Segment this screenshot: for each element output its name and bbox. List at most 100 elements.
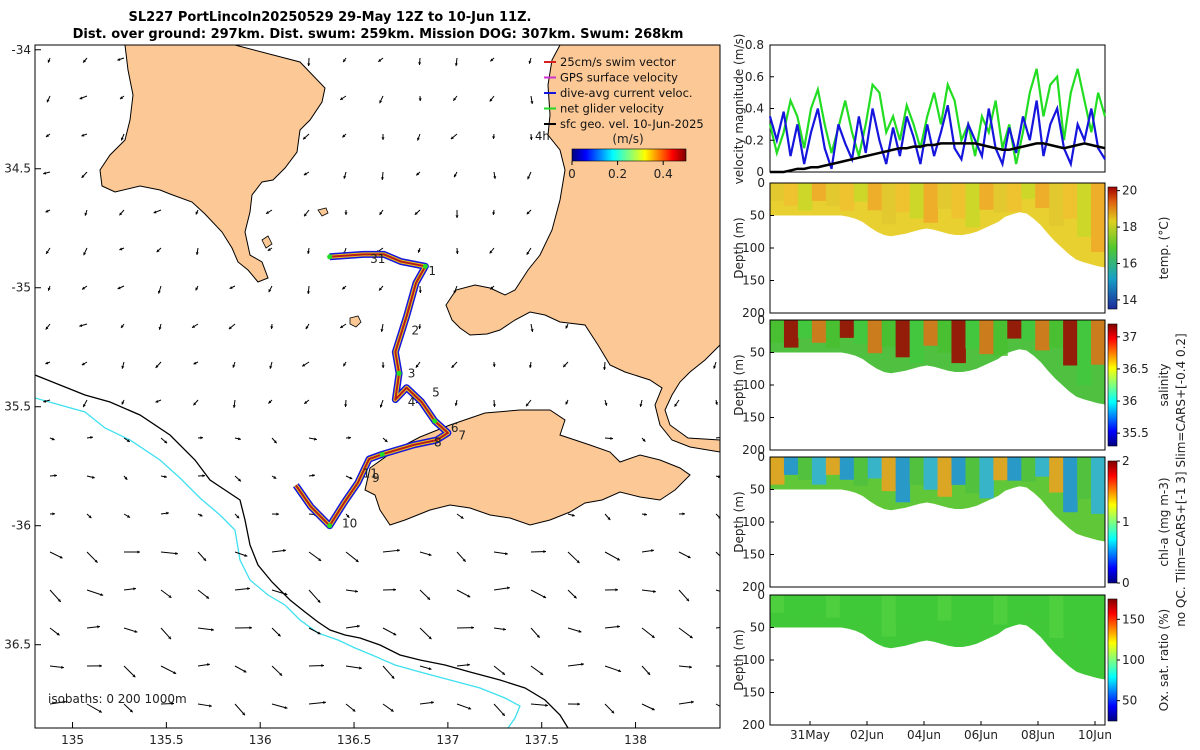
sfc-velocity-arrowhead <box>94 559 98 563</box>
section-cell <box>783 457 799 475</box>
sfc-velocity-arrowhead <box>528 365 533 368</box>
sfc-velocity-arrowhead <box>468 706 472 710</box>
velocity-colorbar <box>571 148 687 162</box>
section-cell <box>867 320 883 354</box>
sfc-velocity-arrowhead <box>414 211 418 215</box>
sfc-velocity-arrow <box>382 665 395 680</box>
island <box>261 235 273 249</box>
sfc-velocity-arrowhead <box>492 404 496 407</box>
track-day-label: 1 <box>428 264 436 278</box>
land-eyre-peninsula <box>99 45 326 283</box>
track-point <box>422 263 428 269</box>
sfc-velocity-arrow <box>308 589 321 604</box>
sfc-velocity-arrowhead <box>352 708 356 712</box>
sfc-velocity-arrowhead <box>686 598 689 602</box>
track-point <box>327 523 333 529</box>
sfc-velocity-arrow <box>715 436 720 439</box>
map-axis-ticks: 135 135.5 136 136.5 137 137.5 138-3434.5-3535.… <box>4 43 647 747</box>
sfc-velocity-arrowhead <box>715 402 719 405</box>
sfc-velocity-arrowhead <box>379 100 383 104</box>
sfc-velocity-arrowhead <box>571 513 575 517</box>
sfc-velocity-arrowhead <box>59 555 63 559</box>
sfc-velocity-arrowhead <box>273 440 277 444</box>
track-point <box>432 418 438 424</box>
colorbar-tick-label: 100 <box>1122 653 1145 667</box>
section-cell <box>965 457 980 494</box>
sfc-velocity-arrowhead <box>453 174 457 178</box>
sfc-velocity-arrowhead <box>306 251 311 254</box>
section-cell <box>797 457 813 480</box>
velocity-y-tick-label: 0.2 <box>745 133 764 147</box>
section-cell <box>1007 183 1022 212</box>
section-cell <box>937 457 952 497</box>
sfc-velocity-arrowhead <box>117 57 121 61</box>
sfc-velocity-arrowhead <box>81 362 85 366</box>
sfc-velocity-arrowhead <box>651 635 655 638</box>
section-cell <box>1077 457 1092 500</box>
sfc-velocity-arrowhead <box>209 704 212 708</box>
section-cell <box>909 320 925 364</box>
depth-tick-label: 200 <box>742 443 765 457</box>
track-day-label: 10 <box>342 516 357 530</box>
sfc-velocity-arrowhead <box>417 249 421 253</box>
sfc-velocity-arrow <box>271 589 288 596</box>
depth-tick-label: 50 <box>750 483 765 497</box>
sfc-velocity-arrowhead <box>415 364 419 368</box>
sfc-velocity-arrowhead <box>283 549 286 553</box>
sfc-velocity-arrowhead <box>603 367 607 370</box>
section-cell <box>797 183 813 211</box>
sfc-velocity-arrowhead <box>121 325 124 329</box>
sfc-velocity-arrow <box>271 703 288 709</box>
sfc-velocity-arrowhead <box>302 363 306 367</box>
sfc-velocity-arrow <box>308 701 326 705</box>
legend: 25cm/s swim vector GPS surface velocitydi… <box>544 55 704 131</box>
sfc-velocity-arrowhead <box>342 286 346 290</box>
colorbar-tick-label: 150 <box>1122 612 1145 626</box>
sfc-velocity-arrowhead <box>90 435 93 440</box>
sfc-velocity-arrowhead <box>284 592 288 596</box>
sfc-velocity-arrowhead <box>305 326 309 330</box>
sfc-velocity-arrowhead <box>578 629 582 633</box>
section-cell <box>1063 183 1078 219</box>
section-cell <box>797 595 813 623</box>
sfc-velocity-arrowhead <box>202 474 205 478</box>
sfc-velocity-arrowhead <box>46 250 49 254</box>
section-cell <box>881 183 897 225</box>
sfc-velocity-arrow <box>530 589 547 599</box>
section-cell <box>811 457 827 485</box>
sfc-velocity-arrow <box>567 663 584 667</box>
sfc-velocity-arrowhead <box>242 712 245 716</box>
qc-note: no QC. Tlim=CARS+[-1 3] Slim=CARS+[-0.4 … <box>1174 333 1188 626</box>
section-cell <box>839 457 855 480</box>
sfc-velocity-arrowhead <box>349 476 353 480</box>
sfc-velocity-arrow <box>493 587 510 591</box>
section-cell <box>839 320 855 338</box>
sfc-velocity-arrowhead <box>244 553 248 557</box>
sfc-velocity-arrowhead <box>563 364 567 368</box>
sfc-velocity-arrowhead <box>380 329 384 332</box>
sfc-velocity-arrowhead <box>565 325 569 329</box>
sfc-velocity-arrowhead <box>82 286 86 290</box>
sfc-velocity-arrowhead <box>81 133 85 137</box>
sfc-velocity-arrowhead <box>83 59 87 63</box>
sfc-velocity-arrowhead <box>453 290 457 294</box>
sfc-velocity-arrowhead <box>454 402 458 406</box>
colorbar-tick-label: 16 <box>1122 256 1137 270</box>
sfc-velocity-arrowhead <box>200 436 203 440</box>
map-y-tick-label: 36.5 <box>4 638 31 652</box>
sfc-velocity-arrowhead <box>267 248 271 251</box>
depth-tick-label: 50 <box>750 346 765 360</box>
section-cell <box>1049 457 1064 493</box>
section-cell <box>993 457 1008 481</box>
sfc-velocity-arrow <box>345 665 362 669</box>
sfc-velocity-arrowhead <box>639 403 643 407</box>
sfc-velocity-arrowhead <box>529 137 533 140</box>
sfc-velocity-arrowhead <box>489 98 493 102</box>
sfc-velocity-arrowhead <box>98 709 102 713</box>
section-cell <box>895 320 911 358</box>
sfc-velocity-arrowhead <box>530 329 534 332</box>
section-cell <box>853 457 869 486</box>
sfc-velocity-arrowhead <box>390 708 394 712</box>
sfc-velocity-arrowhead <box>428 667 432 671</box>
